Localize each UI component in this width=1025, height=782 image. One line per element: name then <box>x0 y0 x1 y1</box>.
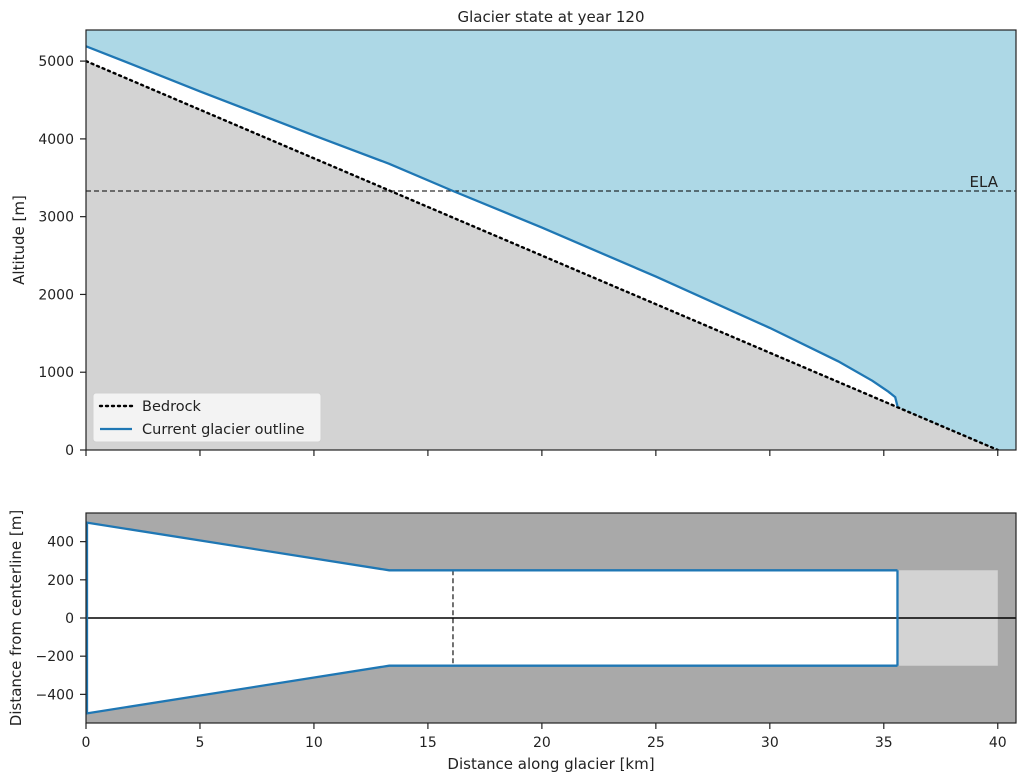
top-x-ticks <box>85 450 999 456</box>
top-y-tick-label: 2000 <box>38 287 74 303</box>
bottom-x-tick-label: 15 <box>419 735 437 751</box>
bottom-y-ticks: −400 −200 0 200 400 <box>36 535 86 703</box>
bottom-y-tick-label: 400 <box>47 535 74 551</box>
legend-glacier-label: Current glacier outline <box>142 422 305 438</box>
top-y-tick-label: 1000 <box>38 365 74 381</box>
legend-box <box>92 392 322 443</box>
glacier-outline-lower <box>86 664 898 715</box>
bottom-x-tick-label: 40 <box>989 735 1007 751</box>
bottom-x-tick-label: 25 <box>647 735 665 751</box>
bottom-y-tick-label: −200 <box>36 649 74 665</box>
glacier-surface-line <box>86 45 899 407</box>
map-view-panel: 0 5 10 15 20 25 30 35 40 −400 −200 0 200 400 Distanc… <box>7 510 1017 773</box>
glacier-ice-area <box>86 46 898 408</box>
bottom-y-tick-label: −400 <box>36 687 74 703</box>
bottom-y-tick-label: 0 <box>65 611 74 627</box>
top-y-tick-label: 5000 <box>38 54 74 70</box>
bottom-x-tick-label: 10 <box>305 735 323 751</box>
legend: Bedrock Current glacier outline <box>92 392 322 443</box>
top-y-tick-label: 3000 <box>38 210 74 226</box>
top-y-tick-label: 4000 <box>38 132 74 148</box>
bottom-x-tick-label: 0 <box>82 735 91 751</box>
top-y-ticks: 0 1000 2000 3000 4000 5000 <box>38 54 86 459</box>
bottom-y-tick-label: 200 <box>47 573 74 589</box>
bottom-x-ticks: 0 5 10 15 20 25 30 35 40 <box>82 723 1007 751</box>
top-y-tick-label: 0 <box>65 443 74 459</box>
top-y-axis-label: Altitude [m] <box>10 195 28 285</box>
bottom-x-tick-label: 5 <box>196 735 205 751</box>
bottom-x-tick-label: 20 <box>533 735 551 751</box>
bottom-x-tick-label: 35 <box>875 735 893 751</box>
bottom-y-axis-label: Distance from centerline [m] <box>7 510 25 726</box>
top-axes-frame <box>85 29 1017 451</box>
bottom-x-tick-label: 30 <box>761 735 779 751</box>
glacier-outline-upper <box>86 521 898 572</box>
legend-bedrock-label: Bedrock <box>142 399 202 415</box>
ela-label: ELA <box>970 173 999 191</box>
altitude-profile-panel: Glacier state at year 120 ELA 0 1000 2000 3… <box>10 8 1017 459</box>
chart-title: Glacier state at year 120 <box>457 8 644 26</box>
x-axis-label: Distance along glacier [km] <box>447 755 654 773</box>
